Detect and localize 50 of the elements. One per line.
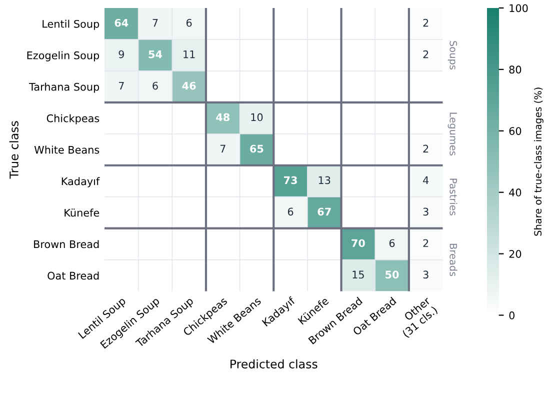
color-bar-label: 80 <box>509 66 522 74</box>
color-bar-label: 60 <box>509 127 522 135</box>
data-label: 7 <box>152 19 158 27</box>
color-bar-label: 20 <box>509 250 522 258</box>
data-label: 54 <box>148 50 162 58</box>
data-label: 13 <box>318 176 330 184</box>
data-label: 6 <box>389 239 395 248</box>
data-label: 15 <box>352 270 364 279</box>
data-label: 10 <box>251 113 263 122</box>
x-axis-title: Predicted class <box>230 359 318 368</box>
y-tick-label: Kadayıf <box>62 177 100 188</box>
data-label: 7 <box>118 82 124 90</box>
data-label: 6 <box>152 82 158 90</box>
data-label: 64 <box>114 18 128 27</box>
data-label: 2 <box>423 144 428 152</box>
color-bar-title: Share of true-class images (%) <box>534 88 544 236</box>
data-label: 2 <box>423 18 428 27</box>
data-label: 65 <box>250 144 264 153</box>
color-bar-label: 40 <box>509 188 522 196</box>
text: Soups <box>448 41 458 70</box>
y-tick-label: Ezogelin Soup <box>27 51 100 62</box>
data-label: 6 <box>288 208 294 216</box>
y-tick-label: Brown Bread <box>34 240 99 248</box>
y-tick-label: Tarhana Soup <box>29 82 100 93</box>
data-label: 46 <box>182 82 196 90</box>
data-label: 9 <box>118 50 124 58</box>
y-axis-title: True class <box>9 121 18 179</box>
color-bar-label: 100 <box>510 4 528 12</box>
text: Breads <box>450 244 458 276</box>
data-label: 48 <box>216 113 230 122</box>
y-tick-label: Lentil Soup <box>42 20 100 30</box>
data-label: 2 <box>423 239 428 247</box>
data-label: 7 <box>220 144 226 152</box>
y-tick-label: Chickpeas <box>46 114 100 124</box>
y-tick-label: Oat Bread <box>48 272 99 280</box>
data-label: 6 <box>186 18 192 27</box>
color-bar-label: 0 <box>509 311 515 320</box>
text: Pastries <box>450 178 458 216</box>
y-tick-label: White Beans <box>34 146 100 154</box>
data-label: 70 <box>352 239 365 248</box>
data-label: 4 <box>423 176 429 184</box>
data-label: 11 <box>184 50 195 58</box>
text: Legumes <box>448 112 457 156</box>
data-label: 67 <box>318 208 331 216</box>
data-label: 2 <box>423 50 428 58</box>
data-label: 3 <box>423 208 428 216</box>
data-label: 50 <box>386 270 399 279</box>
data-label: 3 <box>423 270 428 279</box>
data-label: 73 <box>284 176 297 184</box>
y-tick-label: Künefe <box>64 208 100 217</box>
